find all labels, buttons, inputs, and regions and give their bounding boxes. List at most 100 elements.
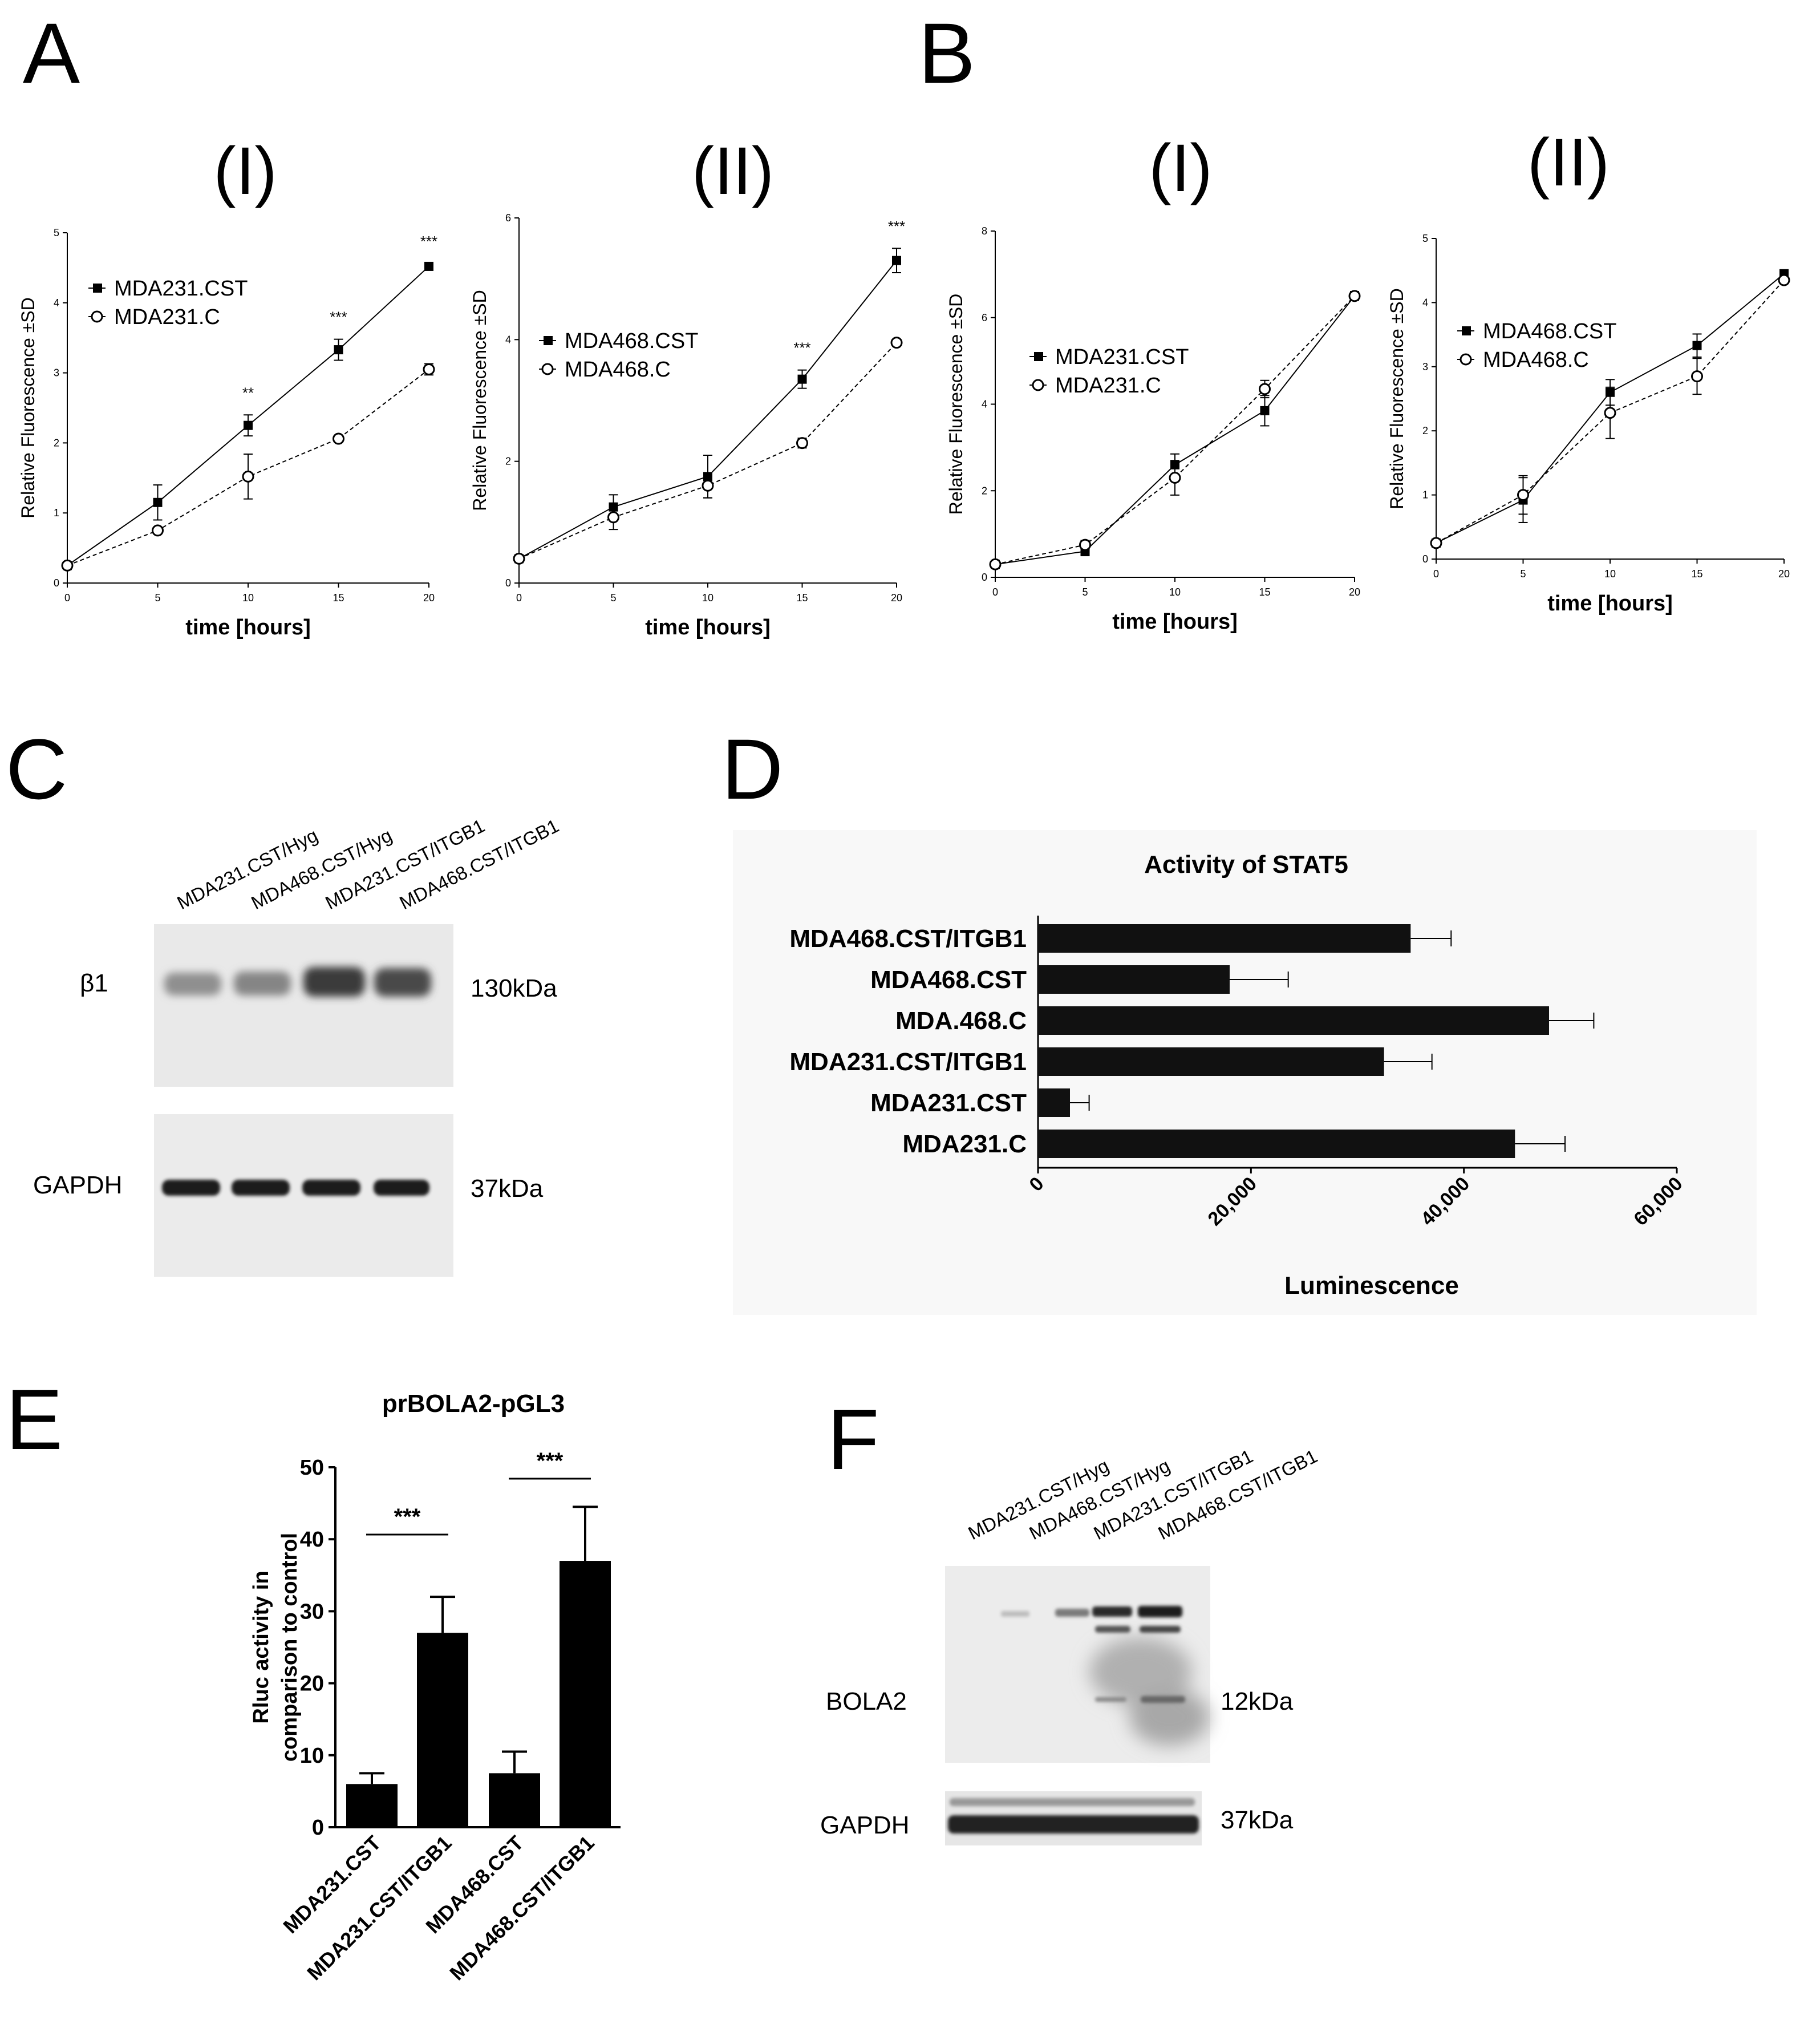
bar — [560, 1561, 611, 1827]
significance-label: *** — [394, 1504, 421, 1529]
x-axis-label: Luminescence — [1284, 1272, 1459, 1300]
x-tick-label: 0 — [516, 592, 522, 604]
line-chart-a2: (II) 0 5 10 15 20 0 2 4 6 time [hours] Relative Flu… — [469, 133, 905, 639]
blot-f-band-size: 12kDa — [1221, 1687, 1294, 1715]
data-point-circle — [607, 511, 619, 524]
panel-label-e: E — [6, 1371, 63, 1467]
y-tick-label: 0 — [1422, 553, 1428, 565]
legend-marker — [93, 284, 102, 293]
y-axis-label: Relative Fluorescence ±SD — [469, 290, 490, 511]
data-point-square — [424, 261, 433, 271]
data-point-square — [153, 497, 163, 507]
y-axis-label: comparison to control — [278, 1533, 302, 1762]
blot-f-smear — [1089, 1637, 1209, 1746]
panel-label-c: C — [6, 721, 67, 817]
significance-label: ** — [242, 384, 254, 401]
data-point-circle — [796, 437, 808, 450]
y-tick-label: 8 — [982, 225, 987, 237]
blot-c-gapdh-bands — [162, 1180, 429, 1196]
data-point-circle — [423, 363, 435, 375]
series-line-2 — [518, 342, 897, 560]
significance-label: *** — [330, 309, 347, 326]
data-point-circle — [1348, 290, 1361, 302]
bar — [1038, 1130, 1515, 1158]
legend-label: MDA468.C — [565, 358, 671, 382]
y-tick-label: 50 — [300, 1456, 324, 1480]
y-tick-label: 4 — [982, 399, 987, 410]
blot-f-band-name: GAPDH — [820, 1811, 909, 1839]
chart-subtitle: (I) — [1149, 131, 1212, 206]
data-point-circle — [989, 558, 1002, 570]
data-point-circle — [702, 479, 714, 492]
x-tick-label: 20 — [1349, 586, 1360, 598]
legend-marker — [91, 310, 103, 323]
panel-label-a: A — [23, 5, 80, 101]
data-point-square — [244, 420, 253, 430]
x-tick-label: 5 — [1520, 568, 1526, 580]
data-point-circle — [1259, 383, 1271, 395]
legend-marker — [1034, 352, 1043, 361]
bar-chart-e: prBOLA2-pGL301020304050MDA231.CSTMDA231.… — [249, 1390, 621, 1985]
blot-c-band-size: 130kDa — [471, 974, 557, 1002]
y-tick-label: 5 — [54, 227, 59, 238]
x-tick-label: 0 — [992, 586, 998, 598]
x-axis-label: time [hours] — [645, 616, 771, 639]
blot-c-band-name: GAPDH — [33, 1171, 122, 1199]
x-axis-label: time [hours] — [185, 616, 311, 639]
y-tick-label: 3 — [1422, 361, 1428, 373]
data-point-circle — [1604, 407, 1616, 419]
series-line-2 — [1436, 280, 1785, 544]
y-tick-label: 30 — [300, 1600, 324, 1624]
blot-f-band-name: BOLA2 — [826, 1687, 907, 1715]
line-chart-b2: (II) 0 5 10 15 20 0 1 2 3 4 5 time [hours] Relative F… — [1387, 125, 1790, 616]
legend-marker — [541, 363, 554, 375]
panel-label-d: D — [721, 721, 783, 817]
y-tick-label: 4 — [1422, 297, 1428, 308]
x-tick-label: 10 — [1604, 568, 1616, 580]
y-tick-label: 3 — [54, 367, 59, 379]
data-point-circle — [333, 432, 344, 445]
category-label: MDA.468.C — [895, 1007, 1027, 1035]
legend-label: MDA231.CST — [1055, 345, 1189, 369]
chart-title: prBOLA2-pGL3 — [382, 1390, 565, 1418]
x-tick-label: 15 — [1691, 568, 1702, 580]
legend-marker — [544, 336, 553, 345]
data-point-circle — [890, 337, 903, 349]
series-line-2 — [995, 296, 1355, 565]
blot-c-membrane-top — [154, 924, 453, 1087]
chart-title: Activity of STAT5 — [1144, 851, 1348, 879]
data-point-circle — [1517, 489, 1529, 501]
bar — [1038, 1047, 1384, 1076]
legend-label: MDA231.C — [1055, 374, 1161, 398]
x-tick-label: 15 — [796, 592, 808, 604]
x-axis-label: time [hours] — [1112, 610, 1238, 634]
category-label: MDA231.CST — [870, 1089, 1027, 1117]
bar — [1038, 1006, 1549, 1035]
legend-marker — [1462, 326, 1471, 335]
blot-c-band-name: β1 — [80, 969, 108, 997]
x-tick-label: 0 — [64, 592, 70, 604]
x-tick-label: 5 — [1082, 586, 1088, 598]
data-point-circle — [1169, 471, 1181, 484]
y-tick-label: 5 — [1422, 233, 1428, 244]
category-label: MDA231.CST/ITGB1 — [789, 1048, 1027, 1076]
y-tick-label: 1 — [54, 507, 59, 519]
blot-c-beta1-bands — [164, 967, 431, 997]
significance-label: *** — [793, 339, 810, 357]
data-point-square — [892, 256, 901, 265]
x-tick-label: 20 — [423, 592, 435, 604]
x-tick-label: 0 — [1433, 568, 1439, 580]
data-point-square — [1692, 341, 1702, 350]
series-line-1 — [518, 260, 897, 560]
y-tick-label: 4 — [54, 297, 59, 309]
x-axis-label: time [hours] — [1547, 592, 1673, 616]
legend-label: MDA231.CST — [114, 277, 248, 301]
x-tick-label: 15 — [333, 592, 344, 604]
y-axis-label: Relative Fluorescence ±SD — [1387, 288, 1407, 509]
y-tick-label: 0 — [505, 577, 511, 589]
category-label: MDA231.CST/ITGB1 — [302, 1831, 456, 1985]
x-tick-label: 5 — [155, 592, 160, 604]
panel-label-b: B — [918, 5, 975, 101]
y-axis-label: Rluc activity in — [249, 1571, 273, 1723]
blot-f-gapdh-bands — [948, 1798, 1199, 1833]
